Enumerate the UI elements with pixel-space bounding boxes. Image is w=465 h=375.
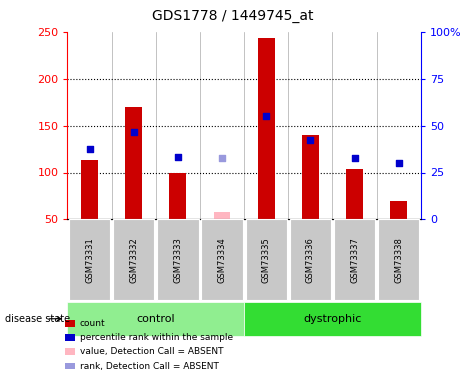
Text: disease state: disease state (5, 314, 70, 324)
Text: rank, Detection Call = ABSENT: rank, Detection Call = ABSENT (80, 362, 219, 370)
Text: GSM73338: GSM73338 (394, 237, 403, 283)
Bar (169, 172, 186, 219)
Text: dystrophic: dystrophic (303, 314, 362, 324)
Bar (390, 201, 407, 219)
Point (306, 137, 314, 143)
Text: percentile rank within the sample: percentile rank within the sample (80, 333, 233, 342)
Text: control: control (136, 314, 175, 324)
Text: GSM73334: GSM73334 (218, 237, 226, 283)
Text: value, Detection Call = ABSENT: value, Detection Call = ABSENT (80, 347, 224, 356)
Text: GSM73331: GSM73331 (85, 237, 94, 283)
Bar (213, 212, 231, 219)
Bar (346, 169, 363, 219)
Point (395, 160, 402, 166)
Text: GSM73332: GSM73332 (129, 237, 138, 283)
Bar (258, 39, 275, 219)
Point (86, 146, 93, 152)
Text: GSM73333: GSM73333 (173, 237, 182, 283)
Text: GSM73337: GSM73337 (350, 237, 359, 283)
Bar (81, 160, 98, 219)
Bar (302, 135, 319, 219)
Point (218, 155, 226, 161)
Bar (125, 107, 142, 219)
Text: GSM73335: GSM73335 (262, 237, 271, 283)
Point (174, 154, 181, 160)
Text: GSM73336: GSM73336 (306, 237, 315, 283)
Point (351, 155, 358, 161)
Text: count: count (80, 319, 106, 328)
Text: GDS1778 / 1449745_at: GDS1778 / 1449745_at (152, 9, 313, 23)
Point (130, 129, 137, 135)
Point (262, 113, 270, 119)
